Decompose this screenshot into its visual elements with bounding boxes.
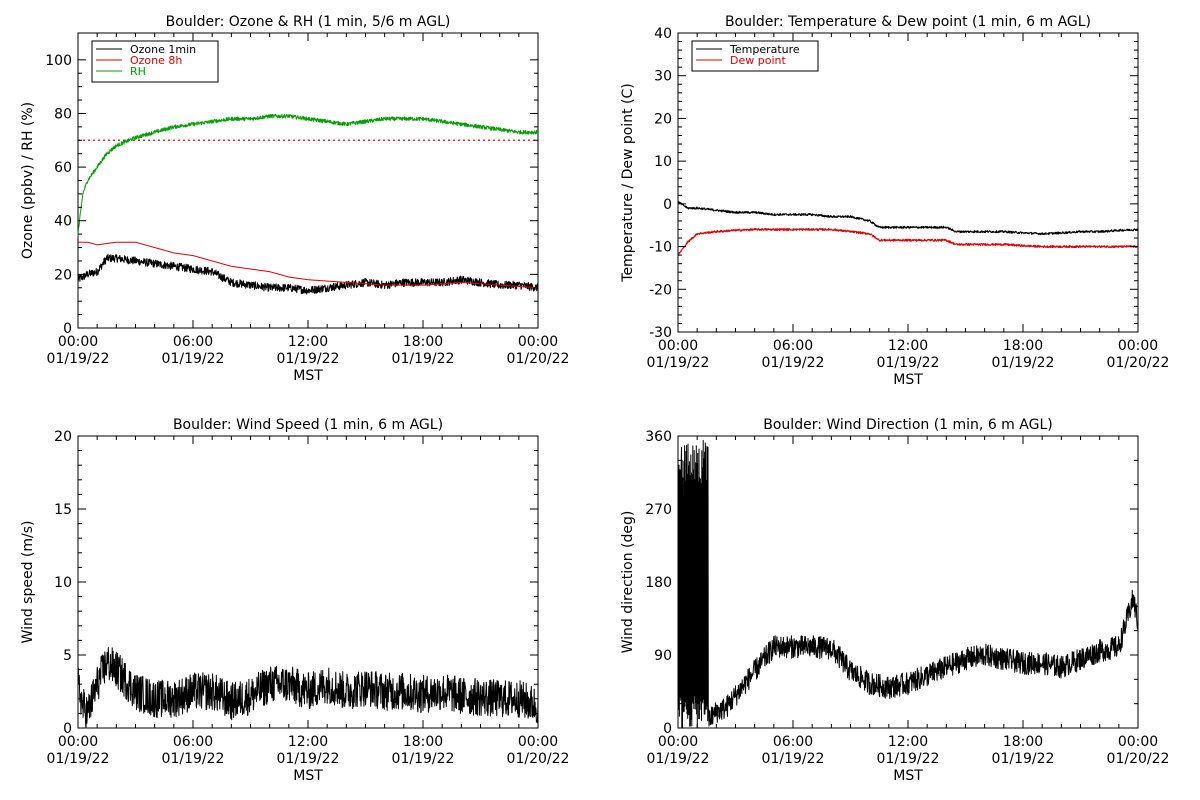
legend-label: Temperature (729, 43, 800, 56)
x-tick-date: 01/20/22 (507, 351, 570, 367)
y-tick-label: 20 (654, 111, 672, 127)
y-tick-label: 80 (54, 106, 72, 122)
y-tick-label: 10 (54, 575, 72, 591)
x-tick-time: 18:00 (403, 334, 443, 350)
x-tick-time: 00:00 (518, 334, 558, 350)
x-tick-date: 01/19/22 (162, 751, 225, 767)
x-tick-date: 01/20/22 (1107, 751, 1170, 767)
x-tick-date: 01/19/22 (762, 751, 825, 767)
legend-label: Ozone 8h (130, 54, 182, 67)
x-tick-time: 00:00 (658, 734, 698, 750)
y-axis-label: Temperature / Dew point (C) (620, 83, 636, 282)
y-tick-label: -20 (649, 282, 672, 298)
x-tick-date: 01/19/22 (162, 351, 225, 367)
x-tick-time: 18:00 (403, 734, 443, 750)
x-tick-time: 18:00 (1003, 734, 1043, 750)
x-tick-time: 00:00 (1118, 338, 1158, 354)
x-axis-label: MST (293, 768, 323, 784)
x-tick-date: 01/19/22 (392, 351, 455, 367)
legend-label: Ozone 1min (130, 43, 196, 56)
y-tick-label: 10 (654, 154, 672, 170)
y-tick-label: 90 (654, 648, 672, 664)
chart-title: Boulder: Wind Direction (1 min, 6 m AGL) (763, 417, 1052, 433)
x-tick-date: 01/19/22 (992, 751, 1055, 767)
series-line-1 (677, 439, 1139, 729)
y-tick-label: 360 (645, 429, 672, 445)
x-tick-time: 00:00 (1118, 734, 1158, 750)
y-tick-label: 270 (645, 502, 672, 518)
y-tick-label: -30 (649, 325, 672, 341)
chart-panel-4: Boulder: Wind Direction (1 min, 6 m AGL)… (620, 417, 1169, 784)
x-tick-time: 12:00 (888, 338, 928, 354)
x-tick-date: 01/19/22 (47, 751, 110, 767)
series-rh (77, 113, 539, 236)
x-tick-date: 01/19/22 (47, 351, 110, 367)
x-tick-time: 12:00 (288, 734, 328, 750)
y-tick-label: 0 (63, 321, 72, 337)
legend-label: RH (130, 65, 146, 78)
y-axis-label: Ozone (ppbv) / RH (%) (20, 102, 36, 259)
series-dew-point (677, 227, 1139, 257)
plot-frame (677, 32, 1139, 333)
x-tick-time: 06:00 (773, 734, 813, 750)
chart-panel-2: Boulder: Temperature & Dew point (1 min,… (620, 14, 1169, 388)
x-tick-time: 00:00 (58, 734, 98, 750)
y-tick-label: 100 (45, 53, 72, 69)
y-tick-label: 0 (663, 721, 672, 737)
x-tick-time: 06:00 (773, 338, 813, 354)
y-tick-label: 15 (54, 502, 72, 518)
y-tick-label: 40 (54, 214, 72, 230)
y-tick-label: 60 (54, 160, 72, 176)
series-ozone-1min (77, 253, 539, 295)
x-tick-date: 01/19/22 (877, 355, 940, 371)
chart-title: Boulder: Ozone & RH (1 min, 5/6 m AGL) (166, 14, 451, 30)
y-tick-label: 20 (54, 267, 72, 283)
series-temperature (677, 201, 1139, 236)
x-tick-date: 01/19/22 (277, 351, 340, 367)
x-tick-time: 00:00 (518, 734, 558, 750)
x-tick-date: 01/19/22 (647, 751, 710, 767)
x-tick-time: 06:00 (173, 734, 213, 750)
y-tick-label: 0 (663, 197, 672, 213)
x-tick-time: 18:00 (1003, 338, 1043, 354)
x-tick-date: 01/19/22 (392, 751, 455, 767)
x-tick-date: 01/20/22 (507, 751, 570, 767)
legend-box (691, 40, 819, 72)
y-tick-label: -10 (649, 240, 672, 256)
legend-box (91, 40, 219, 83)
chart-panel-3: Boulder: Wind Speed (1 min, 6 m AGL) 0 5 10… (20, 417, 569, 784)
y-tick-label: 30 (654, 69, 672, 85)
series-ozone-8h (77, 241, 539, 289)
x-tick-time: 00:00 (658, 338, 698, 354)
x-axis-label: MST (293, 368, 323, 384)
y-tick-label: 5 (63, 648, 72, 664)
y-axis-label: Wind speed (m/s) (20, 521, 36, 644)
x-axis-label: MST (893, 372, 923, 388)
y-tick-label: 40 (654, 26, 672, 42)
x-tick-date: 01/19/22 (647, 355, 710, 371)
x-tick-date: 01/19/22 (762, 355, 825, 371)
y-tick-label: 180 (645, 575, 672, 591)
x-tick-date: 01/19/22 (992, 355, 1055, 371)
series-line-1 (77, 647, 539, 729)
chart-title: Boulder: Temperature & Dew point (1 min,… (725, 14, 1091, 30)
chart-title: Boulder: Wind Speed (1 min, 6 m AGL) (173, 417, 443, 433)
x-tick-date: 01/19/22 (277, 751, 340, 767)
x-tick-date: 01/20/22 (1107, 355, 1170, 371)
x-tick-time: 12:00 (888, 734, 928, 750)
x-tick-time: 06:00 (173, 334, 213, 350)
y-tick-label: 20 (54, 429, 72, 445)
y-axis-label: Wind direction (deg) (620, 511, 636, 654)
x-axis-label: MST (893, 768, 923, 784)
y-tick-label: 0 (63, 721, 72, 737)
x-tick-date: 01/19/22 (877, 751, 940, 767)
x-tick-time: 00:00 (58, 334, 98, 350)
chart-panel-1: Boulder: Ozone & RH (1 min, 5/6 m AGL) 0 2… (20, 14, 569, 384)
legend-label: Dew point (730, 54, 786, 67)
x-tick-time: 12:00 (288, 334, 328, 350)
